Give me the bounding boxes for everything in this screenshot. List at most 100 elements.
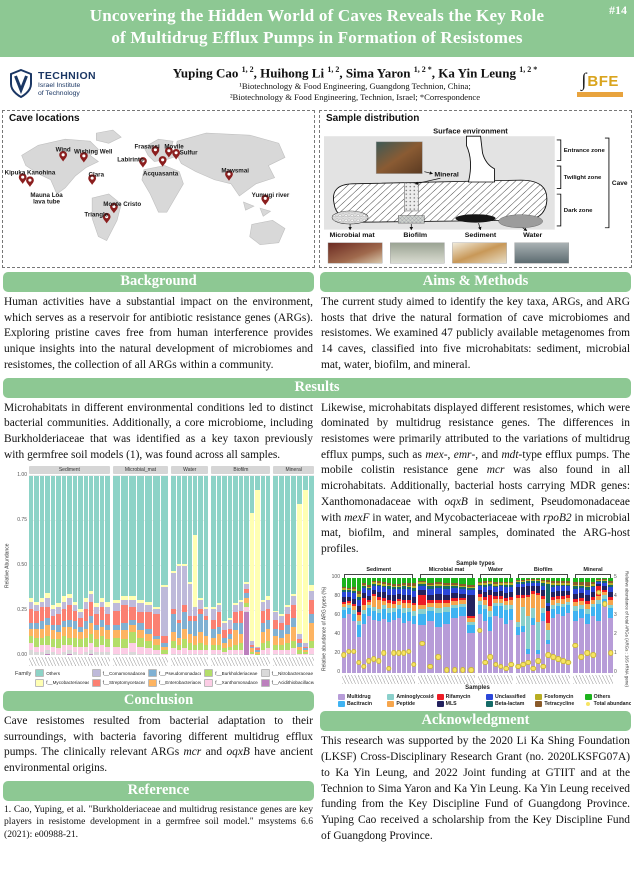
total-abundance-dot (498, 663, 504, 670)
stacked-bar (50, 475, 56, 656)
map-pin: Monte Cristo (103, 201, 141, 214)
chart-facet: Mineral (572, 567, 614, 684)
section-header-acknowledgment: Acknowledgment (320, 711, 631, 732)
legend-label: f__Pseudomonadaceae (158, 670, 201, 676)
stacked-bar (492, 577, 499, 673)
legend-swatch (338, 701, 345, 708)
stacked-bar (67, 475, 72, 656)
y-tick: 1.00 (17, 472, 27, 479)
water-label: Water (523, 232, 543, 239)
total-abundance-dot (492, 661, 499, 668)
legend-swatch (260, 669, 270, 678)
chart-facet: Mineral (273, 466, 314, 667)
chart-facet: Water (476, 566, 515, 684)
water-photo (514, 242, 570, 264)
cave-diagram: Surface environment Mineral (324, 127, 628, 264)
chart-facet: Water (171, 466, 209, 667)
chart-facet: Microbial_mat (112, 466, 169, 667)
legend-swatch (387, 701, 395, 708)
map-pin: Triangle (84, 211, 111, 224)
map-pin-label: Sulfur (180, 149, 199, 156)
stacked-bar (555, 577, 561, 673)
chart-facet: Sediment (341, 567, 417, 684)
total-abundance-dot (590, 652, 596, 658)
stacked-bar (291, 475, 297, 656)
facet-strip: Biofilm (211, 466, 271, 475)
total-abundance-dot (435, 654, 442, 660)
legend-item: Fosfomycin (535, 693, 581, 700)
x-tick-labels (112, 657, 169, 667)
legend-item: Aminoglycoside (387, 693, 434, 700)
facet-group-bracket (518, 573, 568, 578)
legend-label: Aminoglycoside (396, 693, 434, 700)
chart-legend: Family Others f__Comamonadaceae f__Pseudomo… (15, 669, 314, 687)
map-pin-label: Triangle (84, 211, 108, 218)
stacked-bar (400, 577, 407, 673)
stacked-bar (560, 577, 566, 673)
y-tick: 80 (334, 592, 340, 599)
total-abundance-dot (487, 654, 494, 660)
x-tick-labels (342, 674, 416, 684)
section-header-aims-methods: Aims & Methods (320, 271, 631, 292)
legend-swatch (204, 669, 214, 678)
stacked-bar (515, 577, 522, 673)
legend-label: Total abundances (593, 701, 631, 708)
chart-facet: Sediment (29, 466, 110, 667)
stacked-bar (128, 475, 136, 656)
map-pin: Kipuka Kanohina (5, 170, 56, 184)
y-tick: 1 (614, 649, 617, 656)
facet-group-label: Water (487, 566, 504, 573)
y-axis-label: Relative Abundance (4, 544, 11, 589)
author-names: Yuping Cao 1, 2, Huihong Li 1, 2, Sima Y… (172, 64, 538, 81)
stacked-bar (607, 577, 614, 673)
stacked-bar (498, 577, 504, 673)
legend-label: Beta-lactam (494, 701, 525, 708)
legend-label: Others (593, 693, 611, 700)
stacked-bar (410, 577, 417, 673)
stacked-bar (309, 475, 314, 656)
stacked-bar (346, 577, 352, 673)
total-abundance-dot (584, 650, 590, 656)
authors-block: Yuping Cao 1, 2, Huihong Li 1, 2, Sima Y… (136, 65, 574, 103)
total-abundance-dot (503, 665, 509, 672)
legend-swatch (436, 701, 444, 708)
stacked-bar (341, 577, 347, 673)
legend-label: f__Nitrobacteraceae (271, 670, 314, 676)
stacked-bar (56, 475, 61, 656)
stacked-bar (405, 577, 412, 673)
x-tick-labels (211, 657, 271, 667)
legend-swatch (35, 669, 45, 678)
legend-item: f__Acidithiobacillaceae (260, 678, 314, 687)
stacked-bar (361, 577, 367, 673)
sediment-photo (452, 242, 507, 264)
stacked-bar (144, 475, 153, 656)
legend-item: f__Streptomycetaceae (91, 678, 145, 687)
y-tick: 60 (334, 611, 340, 618)
legend-label: f__Acidithiobacillaceae (271, 680, 314, 686)
reference-text: 1. Cao, Yuping, et al. "Burkholderiaceae… (4, 803, 313, 840)
legend-label: Tetracycline (544, 701, 575, 708)
background-text: Human activities have a substantial impa… (4, 295, 313, 371)
legend-item: f__Mycobacteriaceae (35, 678, 89, 687)
stacked-bar (596, 577, 602, 673)
stacked-bar (545, 577, 551, 673)
twilight-zone-label: Twilight zone (564, 175, 602, 181)
facet-group-bracket (420, 573, 473, 578)
total-abundance-dot (385, 665, 392, 672)
poster-number: #14 (609, 3, 627, 17)
stacked-bar (171, 475, 176, 656)
technion-sub1: Israel Institute (38, 81, 81, 89)
affiliation-1: ¹Biotechnology & Food Engineering, Guang… (239, 81, 471, 92)
stacked-bar (198, 475, 203, 656)
stacked-bar (601, 577, 608, 673)
stacked-bar (371, 577, 377, 673)
biofilm-feature (398, 215, 425, 224)
biofilm-photo (390, 242, 445, 264)
biofilm-label: Biofilm (403, 232, 427, 239)
stacked-bar (255, 475, 260, 656)
bfe-integral-icon: ∫ (581, 69, 587, 91)
stacked-bar (366, 577, 372, 673)
map-pin-label: Clara (89, 172, 105, 179)
total-abundance-dot (419, 640, 425, 647)
